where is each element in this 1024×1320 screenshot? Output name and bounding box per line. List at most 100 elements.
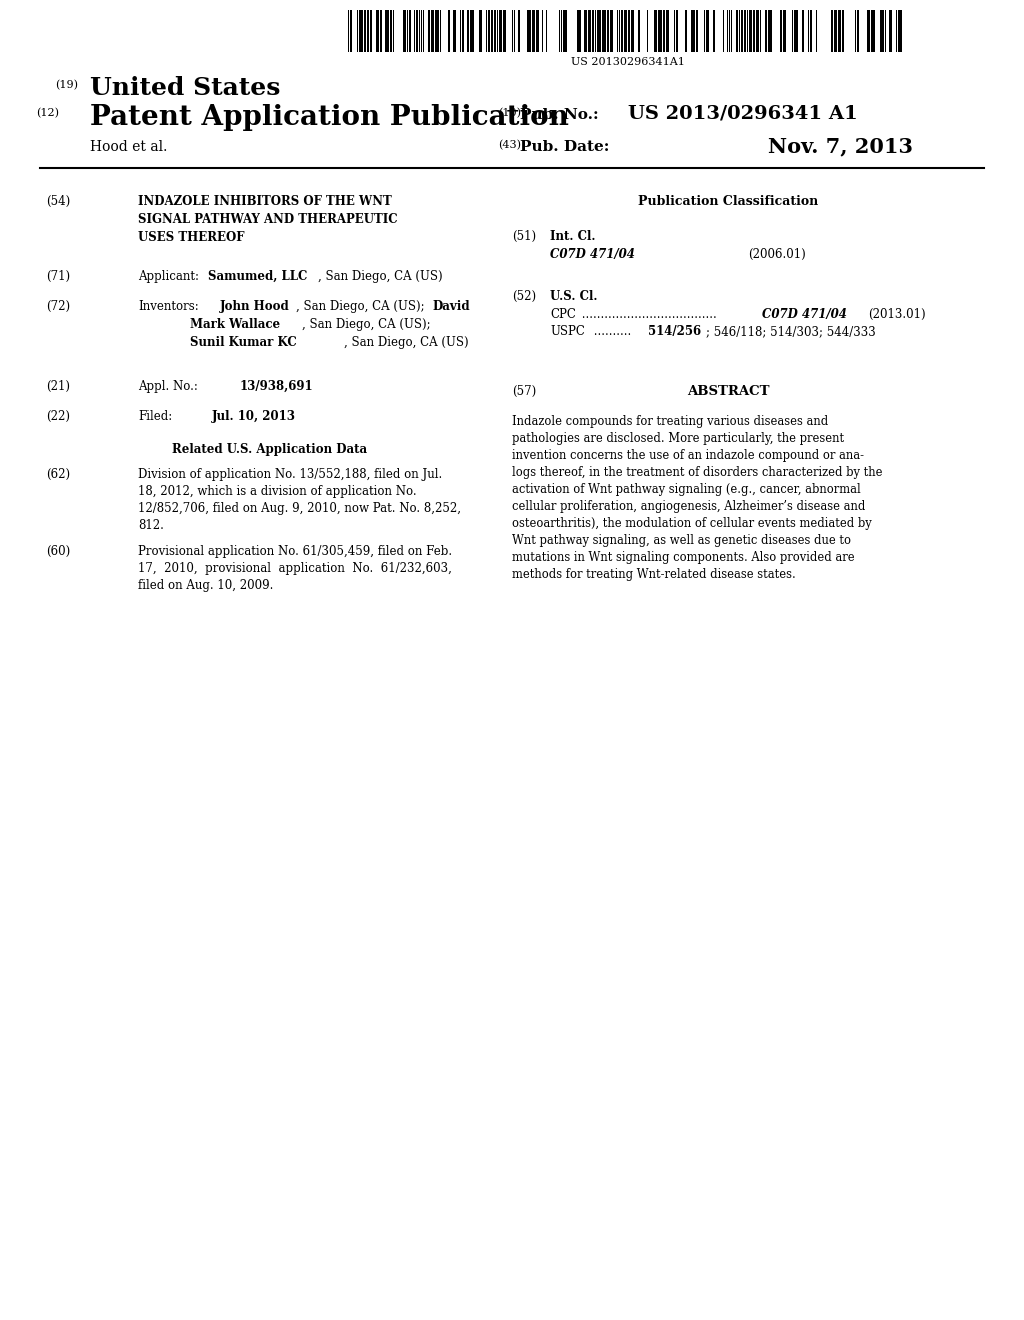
Bar bbox=[857, 11, 859, 51]
Text: ..........: .......... bbox=[590, 325, 631, 338]
Bar bbox=[470, 11, 474, 51]
Text: cellular proliferation, angiogenesis, Alzheimer’s disease and: cellular proliferation, angiogenesis, Al… bbox=[512, 500, 865, 513]
Text: (71): (71) bbox=[46, 271, 70, 282]
Text: CPC: CPC bbox=[550, 308, 575, 321]
Text: 18, 2012, which is a division of application No.: 18, 2012, which is a division of applica… bbox=[138, 484, 417, 498]
Bar bbox=[831, 11, 833, 51]
Bar bbox=[380, 11, 382, 51]
Bar bbox=[597, 11, 601, 51]
Bar bbox=[706, 11, 709, 51]
Bar bbox=[658, 11, 662, 51]
Bar bbox=[563, 11, 567, 51]
Bar bbox=[462, 11, 464, 51]
Text: (2006.01): (2006.01) bbox=[748, 248, 806, 261]
Bar bbox=[367, 11, 369, 51]
Bar bbox=[741, 11, 743, 51]
Text: methods for treating Wnt-related disease states.: methods for treating Wnt-related disease… bbox=[512, 568, 796, 581]
Bar bbox=[584, 11, 587, 51]
Bar bbox=[453, 11, 456, 51]
Bar bbox=[503, 11, 506, 51]
Bar bbox=[435, 11, 439, 51]
Text: SIGNAL PATHWAY AND THERAPEUTIC: SIGNAL PATHWAY AND THERAPEUTIC bbox=[138, 213, 397, 226]
Text: (51): (51) bbox=[512, 230, 537, 243]
Text: (12): (12) bbox=[36, 108, 59, 119]
Bar bbox=[621, 11, 623, 51]
Bar bbox=[736, 11, 738, 51]
Text: ABSTRACT: ABSTRACT bbox=[687, 385, 769, 399]
Text: , San Diego, CA (US): , San Diego, CA (US) bbox=[318, 271, 442, 282]
Bar bbox=[756, 11, 759, 51]
Bar bbox=[527, 11, 531, 51]
Text: US 2013/0296341 A1: US 2013/0296341 A1 bbox=[628, 104, 858, 121]
Bar bbox=[592, 11, 594, 51]
Bar bbox=[364, 11, 366, 51]
Bar bbox=[898, 11, 902, 51]
Text: Pub. Date:: Pub. Date: bbox=[520, 140, 609, 154]
Text: Publication Classification: Publication Classification bbox=[638, 195, 818, 209]
Bar bbox=[518, 11, 520, 51]
Bar bbox=[490, 11, 493, 51]
Text: (57): (57) bbox=[512, 385, 537, 399]
Bar bbox=[753, 11, 755, 51]
Text: David: David bbox=[432, 300, 470, 313]
Text: Indazole compounds for treating various diseases and: Indazole compounds for treating various … bbox=[512, 414, 828, 428]
Bar bbox=[780, 11, 782, 51]
Text: (43): (43) bbox=[498, 140, 521, 150]
Bar bbox=[810, 11, 812, 51]
Text: Nov. 7, 2013: Nov. 7, 2013 bbox=[768, 136, 913, 156]
Bar bbox=[802, 11, 804, 51]
Bar bbox=[610, 11, 613, 51]
Bar bbox=[663, 11, 665, 51]
Bar bbox=[499, 11, 502, 51]
Text: (52): (52) bbox=[512, 290, 537, 304]
Text: 514/256: 514/256 bbox=[648, 325, 701, 338]
Bar bbox=[588, 11, 591, 51]
Bar bbox=[390, 11, 392, 51]
Bar bbox=[449, 11, 450, 51]
Bar bbox=[834, 11, 837, 51]
Bar bbox=[607, 11, 609, 51]
Bar bbox=[871, 11, 874, 51]
Text: osteoarthritis), the modulation of cellular events mediated by: osteoarthritis), the modulation of cellu… bbox=[512, 517, 871, 531]
Text: Wnt pathway signaling, as well as genetic diseases due to: Wnt pathway signaling, as well as geneti… bbox=[512, 535, 851, 546]
Text: (19): (19) bbox=[55, 81, 78, 90]
Bar bbox=[403, 11, 406, 51]
Bar bbox=[628, 11, 630, 51]
Text: John Hood: John Hood bbox=[220, 300, 290, 313]
Bar bbox=[359, 11, 362, 51]
Text: INDAZOLE INHIBITORS OF THE WNT: INDAZOLE INHIBITORS OF THE WNT bbox=[138, 195, 392, 209]
Bar bbox=[409, 11, 411, 51]
Bar bbox=[577, 11, 581, 51]
Text: Mark Wallace: Mark Wallace bbox=[190, 318, 281, 331]
Bar bbox=[744, 11, 746, 51]
Text: (72): (72) bbox=[46, 300, 70, 313]
Bar bbox=[713, 11, 715, 51]
Bar bbox=[794, 11, 798, 51]
Bar bbox=[654, 11, 657, 51]
Text: Provisional application No. 61/305,459, filed on Feb.: Provisional application No. 61/305,459, … bbox=[138, 545, 453, 558]
Text: , San Diego, CA (US): , San Diego, CA (US) bbox=[344, 337, 469, 348]
Text: C07D 471/04: C07D 471/04 bbox=[550, 248, 635, 261]
Bar bbox=[783, 11, 786, 51]
Bar bbox=[350, 11, 352, 51]
Bar bbox=[691, 11, 695, 51]
Bar bbox=[749, 11, 752, 51]
Text: 812.: 812. bbox=[138, 519, 164, 532]
Text: 12/852,706, filed on Aug. 9, 2010, now Pat. No. 8,252,: 12/852,706, filed on Aug. 9, 2010, now P… bbox=[138, 502, 461, 515]
Text: invention concerns the use of an indazole compound or ana-: invention concerns the use of an indazol… bbox=[512, 449, 864, 462]
Text: Filed:: Filed: bbox=[138, 411, 172, 422]
Text: Applicant:: Applicant: bbox=[138, 271, 199, 282]
Text: ....................................: .................................... bbox=[578, 308, 717, 321]
Text: USES THEREOF: USES THEREOF bbox=[138, 231, 245, 244]
Bar bbox=[696, 11, 698, 51]
Text: 13/938,691: 13/938,691 bbox=[240, 380, 313, 393]
Text: activation of Wnt pathway signaling (e.g., cancer, abnormal: activation of Wnt pathway signaling (e.g… bbox=[512, 483, 861, 496]
Bar bbox=[494, 11, 496, 51]
Bar bbox=[532, 11, 535, 51]
Text: Pub. No.:: Pub. No.: bbox=[520, 108, 599, 121]
Text: (54): (54) bbox=[46, 195, 71, 209]
Bar bbox=[842, 11, 844, 51]
Bar bbox=[479, 11, 482, 51]
Text: logs thereof, in the treatment of disorders characterized by the: logs thereof, in the treatment of disord… bbox=[512, 466, 883, 479]
Text: C07D 471/04: C07D 471/04 bbox=[762, 308, 847, 321]
